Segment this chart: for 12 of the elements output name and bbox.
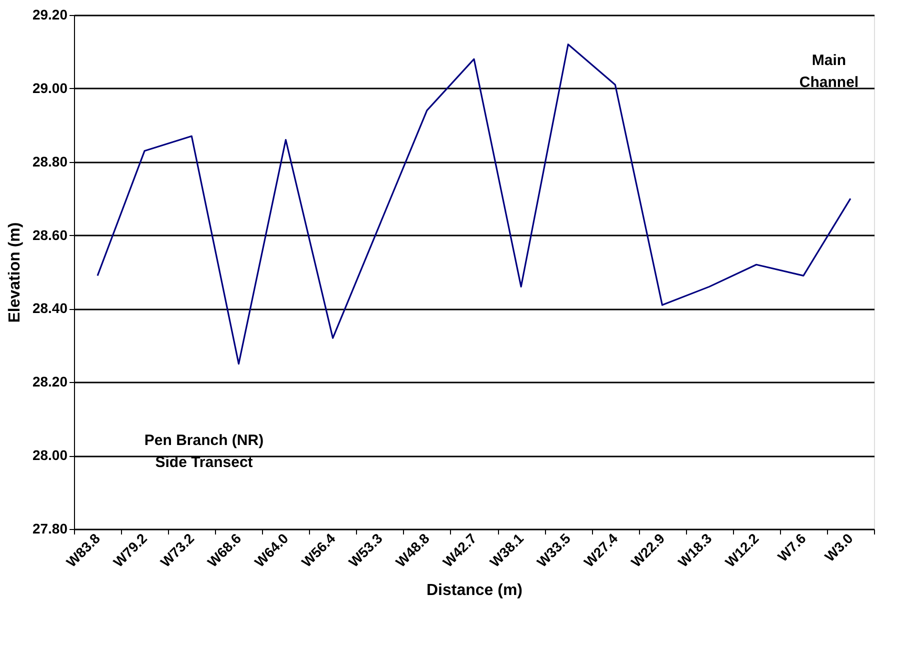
- annotation: Pen Branch (NR) Side Transect: [144, 432, 264, 471]
- y-tick-label: 28.00: [32, 447, 68, 464]
- y-tick-label: 28.60: [32, 226, 68, 243]
- y-tick-label: 29.20: [32, 6, 68, 22]
- y-axis-title: Elevation (m): [6, 222, 24, 323]
- y-tick-label: 28.20: [32, 374, 68, 390]
- annotation: Main Channel: [799, 52, 859, 91]
- y-tick-label: 28.80: [32, 153, 68, 170]
- y-tick-label: 28.40: [32, 300, 68, 316]
- y-tick-label: 27.80: [32, 520, 68, 536]
- y-tick-label: 29.00: [32, 80, 68, 96]
- x-axis-title: Distance (m): [426, 582, 523, 600]
